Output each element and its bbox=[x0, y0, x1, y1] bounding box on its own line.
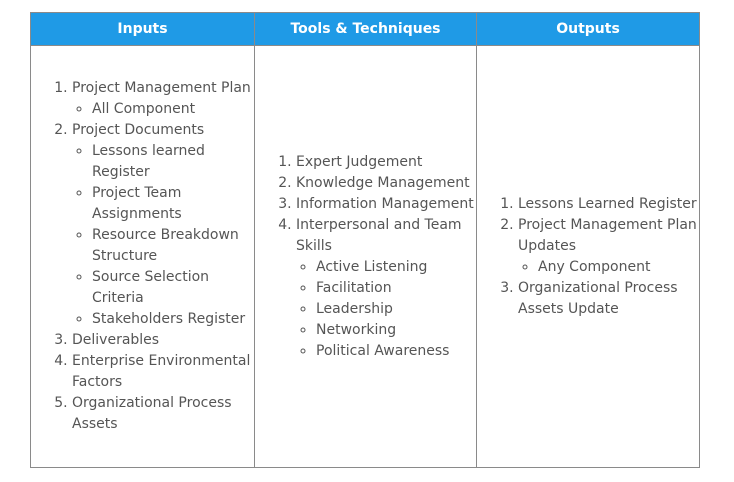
tools-list: Expert Judgement Knowledge Management In… bbox=[279, 152, 476, 362]
sub-list-item: Source Selection Criteria bbox=[92, 267, 254, 309]
list-item: Lessons Learned Register bbox=[518, 194, 699, 215]
tools-column: Expert Judgement Knowledge Management In… bbox=[254, 46, 476, 467]
list-item: Expert Judgement bbox=[296, 152, 476, 173]
list-item: Organizational Process Assets bbox=[72, 393, 254, 435]
inputs-list: Project Management Plan All Component Pr… bbox=[55, 78, 254, 435]
list-item: Enterprise Environmental Factors bbox=[72, 351, 254, 393]
list-item-label: Project Management Plan Updates bbox=[518, 216, 697, 254]
sub-list-item: Stakeholders Register bbox=[92, 309, 254, 330]
sub-list: Lessons learned Register Project Team As… bbox=[72, 141, 254, 330]
sub-list-item: Resource Breakdown Structure bbox=[92, 225, 254, 267]
sub-list: Any Component bbox=[518, 257, 699, 278]
table-body-row: Project Management Plan All Component Pr… bbox=[31, 46, 699, 467]
sub-list-item: Active Listening bbox=[316, 257, 476, 278]
sub-list: Active Listening Facilitation Leadership… bbox=[296, 257, 476, 362]
sub-list-item: Facilitation bbox=[316, 278, 476, 299]
header-outputs: Outputs bbox=[476, 13, 699, 45]
sub-list-item: Leadership bbox=[316, 299, 476, 320]
header-inputs: Inputs bbox=[117, 21, 168, 37]
sub-list-item: Any Component bbox=[538, 257, 699, 278]
sub-list-item: Lessons learned Register bbox=[92, 141, 254, 183]
list-item-label: Interpersonal and Team Skills bbox=[296, 216, 462, 254]
list-item: Project Documents Lessons learned Regist… bbox=[72, 120, 254, 330]
sub-list-item: All Component bbox=[92, 99, 254, 120]
table-header-row: Inputs Tools & Techniques Outputs bbox=[31, 13, 699, 46]
list-item: Project Management Plan Updates Any Comp… bbox=[518, 215, 699, 278]
header-tools-techniques: Tools & Techniques bbox=[254, 13, 476, 45]
list-item: Information Management bbox=[296, 194, 476, 215]
sub-list: All Component bbox=[72, 99, 254, 120]
list-item: Project Management Plan All Component bbox=[72, 78, 254, 120]
list-item-label: Project Documents bbox=[72, 122, 205, 138]
list-item: Deliverables bbox=[72, 330, 254, 351]
sub-list-item: Networking bbox=[316, 320, 476, 341]
list-item-label: Project Management Plan bbox=[72, 80, 251, 96]
sub-list-item: Project Team Assignments bbox=[92, 183, 254, 225]
outputs-column: Lessons Learned Register Project Managem… bbox=[476, 46, 699, 467]
sub-list-item: Political Awareness bbox=[316, 341, 476, 362]
list-item: Knowledge Management bbox=[296, 173, 476, 194]
list-item: Organizational Process Assets Update bbox=[518, 278, 699, 320]
list-item: Interpersonal and Team Skills Active Lis… bbox=[296, 215, 476, 362]
inputs-column: Project Management Plan All Component Pr… bbox=[31, 46, 254, 467]
outputs-list: Lessons Learned Register Project Managem… bbox=[501, 194, 699, 320]
ittos-table: Inputs Tools & Techniques Outputs Projec… bbox=[30, 12, 700, 468]
